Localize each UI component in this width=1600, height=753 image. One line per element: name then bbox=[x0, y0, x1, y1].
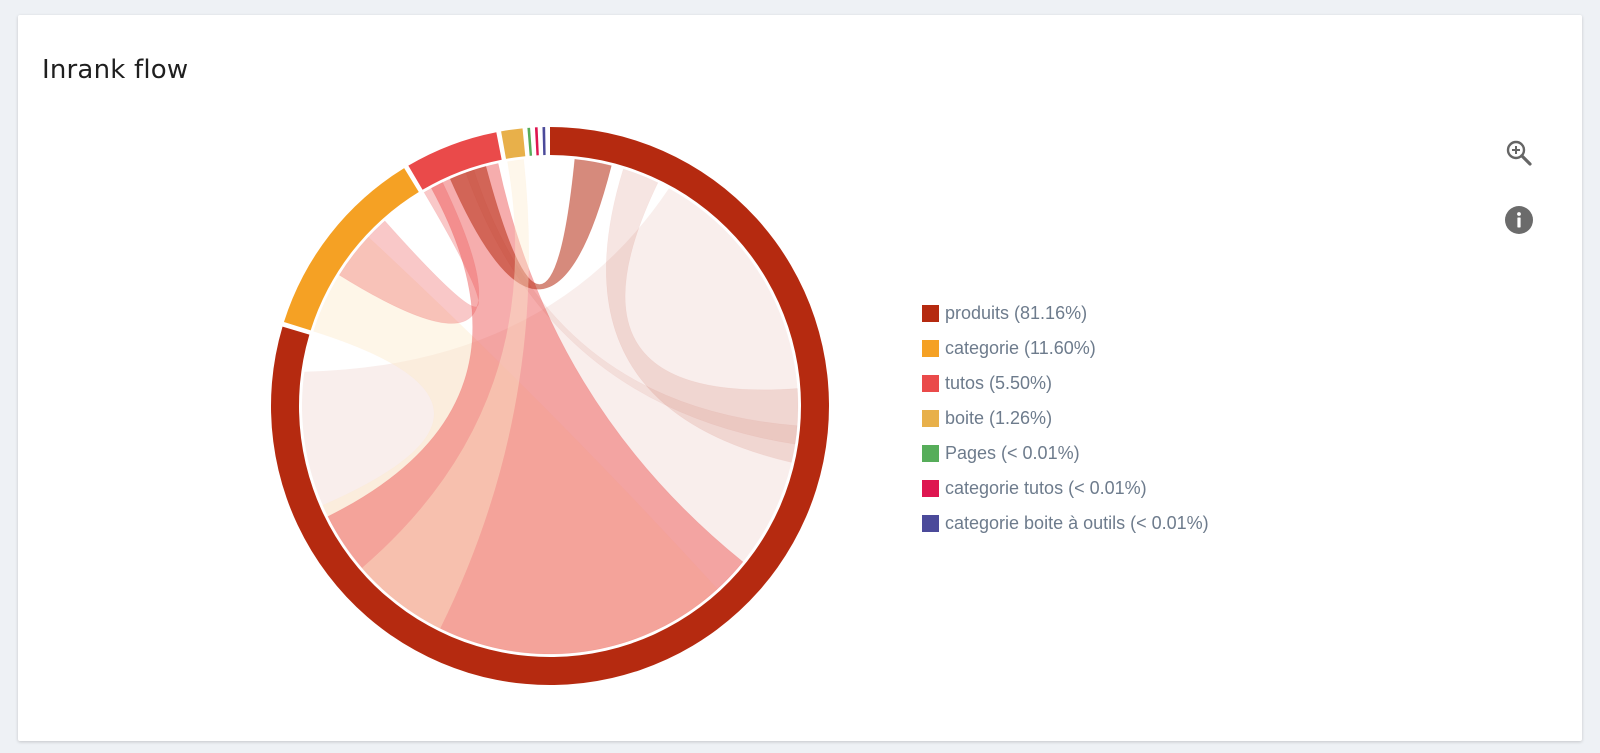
chord-ribbon[interactable] bbox=[449, 158, 612, 290]
chart-card: Inrank flow produits (81.16%) categorie (… bbox=[18, 15, 1582, 741]
legend-swatch bbox=[922, 445, 939, 462]
chord-diagram bbox=[270, 127, 830, 685]
zoom-in-button[interactable] bbox=[1502, 136, 1536, 170]
card-title: Inrank flow bbox=[42, 55, 189, 85]
legend-swatch bbox=[922, 375, 939, 392]
legend-label: categorie tutos (< 0.01%) bbox=[945, 478, 1147, 498]
chord-ribbon[interactable] bbox=[301, 188, 798, 654]
legend-item[interactable]: tutos (5.50%) bbox=[922, 366, 1209, 401]
chord-ribbon[interactable] bbox=[327, 163, 744, 655]
chord-group-arc[interactable] bbox=[408, 132, 502, 190]
legend-label: produits (81.16%) bbox=[945, 303, 1088, 323]
legend-label: tutos (5.50%) bbox=[945, 373, 1053, 393]
chord-ribbon[interactable] bbox=[605, 168, 799, 463]
legend-swatch bbox=[922, 305, 939, 322]
chord-group-arc[interactable] bbox=[283, 168, 419, 331]
chord-group-arc[interactable] bbox=[534, 127, 539, 156]
chord-group-arc[interactable] bbox=[501, 128, 526, 159]
legend-label: categorie boite à outils (< 0.01%) bbox=[945, 513, 1209, 533]
legend-item[interactable]: Pages (< 0.01%) bbox=[922, 436, 1209, 471]
legend-item[interactable]: categorie tutos (< 0.01%) bbox=[922, 471, 1209, 506]
legend-label: categorie (11.60%) bbox=[945, 338, 1096, 358]
legend-swatch bbox=[922, 480, 939, 497]
chord-ribbon[interactable] bbox=[338, 182, 480, 324]
legend-swatch bbox=[922, 410, 939, 427]
legend-label: boite (1.26%) bbox=[945, 408, 1053, 428]
chord-ribbon[interactable] bbox=[361, 159, 530, 629]
legend-swatch bbox=[922, 515, 939, 532]
legend-label: Pages (< 0.01%) bbox=[945, 443, 1080, 463]
chart-legend: produits (81.16%) categorie (11.60%) tutos… bbox=[922, 296, 1209, 541]
legend-item[interactable]: boite (1.26%) bbox=[922, 401, 1209, 436]
legend-item[interactable]: categorie (11.60%) bbox=[922, 331, 1209, 366]
legend-swatch bbox=[922, 340, 939, 357]
chord-ribbon[interactable] bbox=[313, 236, 718, 655]
legend-item[interactable]: categorie boite à outils (< 0.01%) bbox=[922, 506, 1209, 541]
zoom-in-icon bbox=[1506, 140, 1532, 166]
info-icon bbox=[1505, 206, 1533, 234]
info-button[interactable] bbox=[1502, 203, 1536, 237]
legend-item[interactable]: produits (81.16%) bbox=[922, 296, 1209, 331]
chord-group-arc[interactable] bbox=[542, 127, 546, 156]
chord-group-arc[interactable] bbox=[527, 127, 533, 156]
